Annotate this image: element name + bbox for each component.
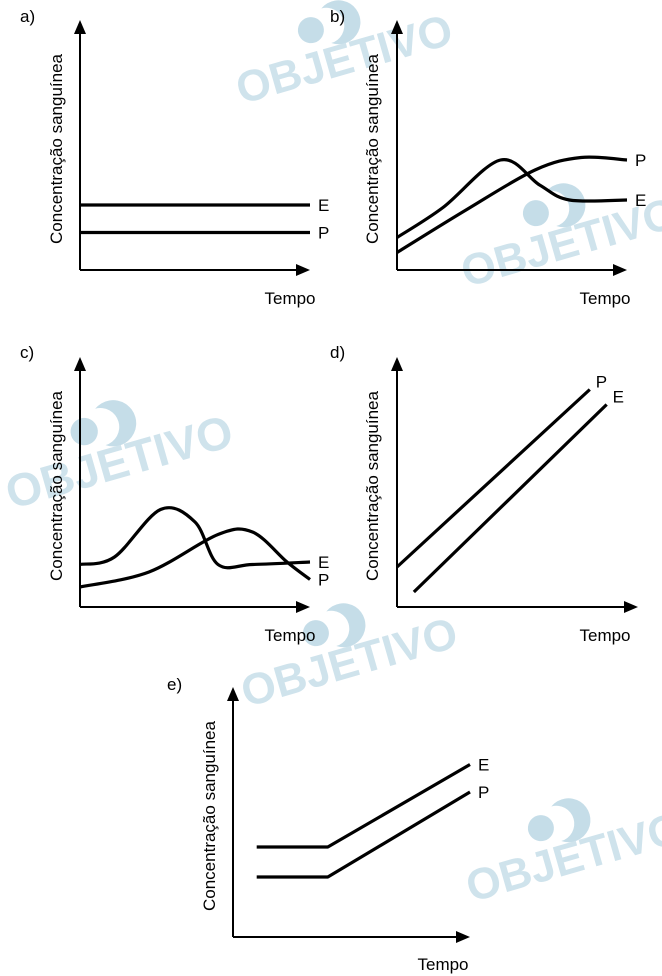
chart-panel-a: a) Concentração sanguínea Tempo EP <box>20 7 329 308</box>
series-label-e: E <box>635 191 646 210</box>
series-line-e <box>412 403 608 594</box>
y-axis-arrow-icon <box>74 357 86 371</box>
series-label-e: E <box>478 756 489 775</box>
panel-label: d) <box>330 343 345 362</box>
watermark-logo-icon <box>70 400 137 447</box>
watermark-text: OBJETIVO <box>461 803 662 911</box>
series-line-e <box>79 506 311 570</box>
watermark-logo-icon <box>527 798 591 843</box>
series-label-p: P <box>635 151 646 170</box>
watermark-logo-icon <box>302 603 366 648</box>
y-axis-arrow-icon <box>74 20 86 34</box>
series-line-e <box>256 763 471 849</box>
series-line-e <box>396 158 628 239</box>
x-axis-arrow-icon <box>296 601 310 613</box>
series-line-p <box>396 155 628 254</box>
y-axis-arrow-icon <box>391 20 403 34</box>
series-label-e: E <box>613 388 624 407</box>
x-axis-label: Tempo <box>579 626 630 645</box>
watermark-logo-icon <box>297 0 361 45</box>
chart-panel-e: e) Concentração sanguínea Tempo EP <box>167 675 489 974</box>
chart-panel-b: b) Concentração sanguínea Tempo P E <box>330 7 646 308</box>
x-axis-arrow-icon <box>456 931 470 943</box>
y-axis-label: Concentração sanguínea <box>200 720 219 911</box>
x-axis-label: Tempo <box>579 289 630 308</box>
series-line-p <box>256 790 471 879</box>
panel-label: c) <box>20 343 34 362</box>
series-line-p <box>395 388 591 569</box>
x-axis-label: Tempo <box>264 626 315 645</box>
watermark: OBJETIVO <box>0 400 238 519</box>
y-axis-label: Concentração sanguínea <box>47 390 66 581</box>
watermark-logo-icon <box>522 183 586 228</box>
panel-label: a) <box>20 7 35 26</box>
series-label-e: E <box>318 553 329 572</box>
chart-panel-d: d) Concentração sanguínea Tempo PE <box>330 343 638 645</box>
x-axis-arrow-icon <box>613 264 627 276</box>
x-axis-label: Tempo <box>417 955 468 974</box>
series-line-p <box>79 527 311 589</box>
x-axis-label: Tempo <box>264 289 315 308</box>
x-axis-arrow-icon <box>624 601 638 613</box>
y-axis-label: Concentração sanguínea <box>363 390 382 581</box>
y-axis-arrow-icon <box>391 357 403 371</box>
y-axis-arrow-icon <box>227 687 239 701</box>
series-label-e: E <box>318 196 329 215</box>
series-label-p: P <box>478 783 489 802</box>
series-label-p: P <box>596 373 607 392</box>
y-axis-label: Concentração sanguínea <box>363 53 382 244</box>
series-label-p: P <box>318 224 329 243</box>
watermark-text: OBJETIVO <box>456 188 662 296</box>
panel-label: e) <box>167 675 182 694</box>
chart-panel-c: c) Concentração sanguínea Tempo EP <box>20 343 329 645</box>
panel-label: b) <box>330 7 345 26</box>
watermark: OBJETIVO <box>236 603 463 717</box>
series-label-p: P <box>318 571 329 590</box>
x-axis-arrow-icon <box>296 264 310 276</box>
y-axis-label: Concentração sanguínea <box>47 53 66 244</box>
